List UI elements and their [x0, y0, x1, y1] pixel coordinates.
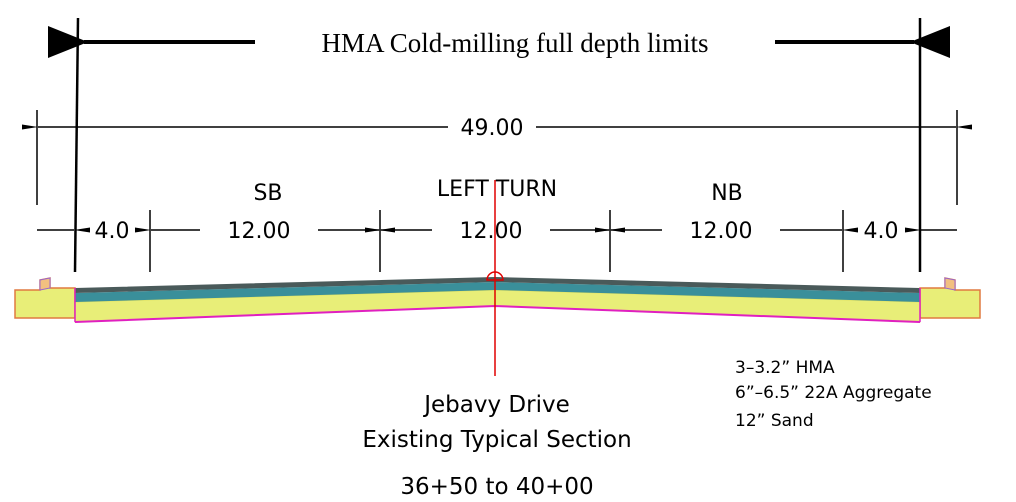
dim-label: 12.00 [228, 219, 291, 244]
station-range: 36+50 to 40+00 [400, 474, 593, 500]
dim-label: 4.0 [95, 219, 130, 244]
note: 6”–6.5” 22A Aggregate [735, 383, 932, 403]
lane-label: SB [253, 181, 282, 206]
milling-limits: HMA Cold-milling full depth limits [47, 17, 950, 273]
lane-label: LEFT TURN [437, 177, 557, 202]
overall-width: 49.00 [461, 116, 524, 141]
lane-label: NB [711, 181, 743, 206]
caption: Jebavy Drive Existing Typical Section 36… [362, 392, 631, 500]
pavement-section [14, 180, 981, 376]
overall-dimension: 49.00 [22, 110, 972, 205]
note: 12” Sand [735, 411, 814, 431]
notes: 3–3.2” HMA 6”–6.5” 22A Aggregate 12” San… [735, 358, 932, 431]
lane-dimensions: 4.0 12.00 12.00 12.00 4.0 SB LEFT TURN N… [37, 177, 957, 272]
dim-label: 12.00 [460, 219, 523, 244]
road-name: Jebavy Drive [422, 392, 569, 418]
section-name: Existing Typical Section [362, 427, 631, 453]
dim-label: 4.0 [864, 219, 899, 244]
title: HMA Cold-milling full depth limits [321, 28, 708, 58]
note: 3–3.2” HMA [735, 358, 835, 378]
dim-label: 12.00 [690, 219, 753, 244]
